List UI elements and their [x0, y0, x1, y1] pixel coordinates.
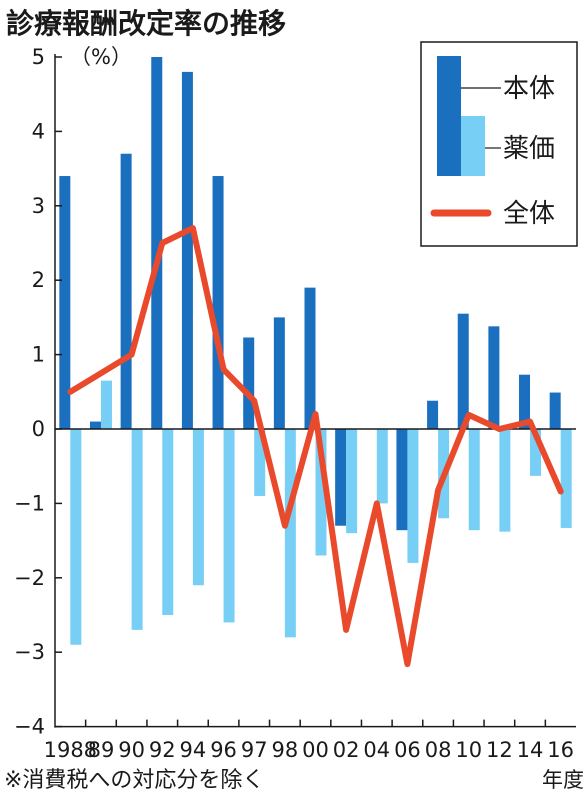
- bar-yakka-02: [346, 429, 358, 534]
- x-tick-label: 89: [88, 738, 115, 762]
- bar-honntai-00: [304, 287, 316, 429]
- x-tick-label: 10: [455, 738, 482, 762]
- bar-yakka-04: [376, 429, 388, 504]
- bar-yakka-12: [499, 429, 511, 532]
- line-layer: [67, 225, 564, 668]
- point-zentai-14: [527, 419, 533, 425]
- legend: 本体 薬価 全体: [420, 41, 578, 247]
- y-tick-label: 2: [32, 268, 45, 292]
- point-zentai-12: [496, 426, 502, 432]
- legend-swatch-honntai: [437, 56, 461, 176]
- y-tick-label: 1: [32, 343, 45, 367]
- x-axis-label: 年度: [542, 768, 584, 792]
- point-zentai-10: [466, 412, 472, 418]
- footnote: ※消費税への対応分を除く: [4, 768, 264, 793]
- bar-honntai-02: [335, 429, 347, 526]
- bar-honntai-90: [120, 153, 132, 429]
- point-zentai-92: [159, 240, 165, 246]
- bar-honntai-14: [519, 374, 531, 429]
- point-zentai-00: [313, 411, 318, 417]
- point-zentai-08: [435, 487, 441, 493]
- x-tick-label: 1988: [44, 738, 97, 762]
- legend-label-honntai: 本体: [503, 74, 555, 104]
- chart-title: 診療報酬改定率の推移: [6, 7, 286, 40]
- legend-swatch-yakka: [461, 116, 485, 176]
- bar-yakka-00: [315, 429, 327, 556]
- x-tick-label: 06: [394, 738, 421, 762]
- x-tick-label: 00: [302, 738, 329, 762]
- legend-label-zentai: 全体: [503, 199, 555, 229]
- y-tick-label: 4: [32, 119, 45, 143]
- x-tick-label: 94: [180, 738, 207, 762]
- point-zentai-04: [374, 500, 380, 506]
- bar-honntai-06: [396, 429, 408, 531]
- point-zentai-1988: [67, 389, 73, 395]
- point-zentai-89: [98, 370, 104, 376]
- y-tick-label: 5: [32, 45, 45, 69]
- bar-yakka-10: [468, 429, 480, 531]
- y-tick-label: 3: [32, 194, 45, 218]
- bar-honntai-1988: [59, 176, 71, 429]
- y-tick-label: −4: [14, 715, 45, 739]
- bar-yakka-16: [560, 429, 572, 528]
- point-zentai-98: [282, 523, 288, 529]
- x-tick-label: 97: [241, 738, 268, 762]
- x-tick-label: 12: [486, 738, 513, 762]
- bar-yakka-1988: [70, 429, 82, 645]
- point-zentai-97: [251, 398, 257, 404]
- y-tick-label: −3: [14, 640, 45, 664]
- bar-honntai-10: [457, 313, 469, 429]
- x-tick-label: 14: [517, 738, 544, 762]
- bar-honntai-94: [181, 71, 193, 429]
- bar-yakka-90: [131, 429, 143, 630]
- point-zentai-02: [343, 627, 349, 633]
- bar-honntai-98: [273, 317, 285, 429]
- x-tick-label: 04: [363, 738, 390, 762]
- bar-yakka-92: [162, 429, 174, 615]
- bar-yakka-96: [223, 429, 235, 623]
- point-zentai-90: [129, 352, 135, 358]
- y-tick-label: 0: [32, 417, 45, 441]
- y-tick-label: −1: [14, 491, 45, 515]
- bar-honntai-16: [549, 392, 561, 429]
- bar-yakka-06: [407, 429, 419, 563]
- bar-yakka-97: [254, 429, 266, 496]
- y-tick-label: −2: [14, 566, 45, 590]
- bar-yakka-89: [100, 380, 112, 429]
- legend-label-yakka: 薬価: [503, 134, 555, 164]
- x-tick-label: 92: [149, 738, 176, 762]
- bar-honntai-08: [427, 400, 439, 429]
- point-zentai-96: [221, 366, 227, 372]
- x-tick-label: 98: [271, 738, 298, 762]
- x-tick-label: 16: [547, 738, 574, 762]
- bar-honntai-97: [243, 337, 255, 429]
- point-zentai-16: [558, 488, 564, 494]
- bar-yakka-98: [284, 429, 296, 638]
- point-zentai-94: [190, 225, 196, 231]
- bar-yakka-94: [192, 429, 204, 586]
- x-tick-label: 96: [210, 738, 237, 762]
- x-tick-label: 90: [118, 738, 145, 762]
- bar-honntai-89: [89, 421, 101, 429]
- bar-yakka-14: [530, 429, 542, 476]
- y-unit-label: （%）: [70, 45, 132, 69]
- bar-honntai-96: [212, 176, 224, 429]
- bar-honntai-12: [488, 326, 500, 429]
- bar-honntai-92: [151, 57, 163, 429]
- x-tick-label: 08: [425, 738, 452, 762]
- bars-layer: [59, 57, 572, 645]
- point-zentai-06: [404, 661, 410, 667]
- x-tick-label: 02: [333, 738, 360, 762]
